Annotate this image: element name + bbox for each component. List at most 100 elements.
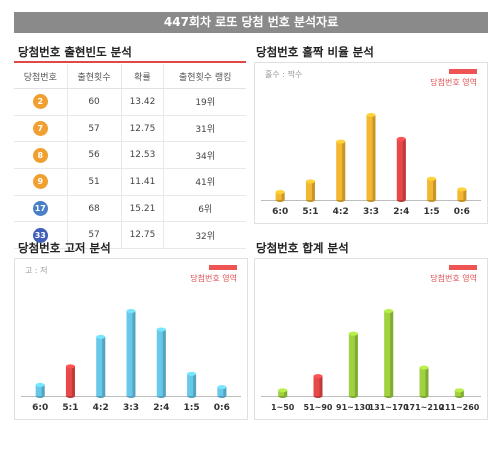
bar-shade [162, 329, 166, 396]
sum-chart-panel: 1~50 51~90 91~130 131~170 171~210 211~260 당첨번… [254, 258, 488, 420]
bar [275, 190, 285, 202]
count-cell: 57 [67, 115, 122, 143]
bar-shade [390, 311, 394, 396]
bar [217, 385, 227, 398]
bar-body [384, 311, 394, 396]
bar [454, 388, 464, 398]
rank-cell: 41위 [163, 168, 246, 196]
x-tick-label: 51~90 [304, 403, 333, 412]
bar [336, 139, 346, 202]
x-tick-label: 91~130 [336, 403, 371, 412]
bar-top [454, 388, 464, 393]
freq-title-rule [14, 61, 246, 63]
prob-cell: 15.21 [121, 195, 165, 223]
bar-shade [132, 311, 136, 396]
col-header-number: 당첨번호 [14, 64, 68, 89]
col-header-count: 출현횟수 [67, 64, 122, 89]
bar-body [275, 192, 285, 200]
bar-shade [193, 373, 197, 396]
number-cell: 17 [14, 195, 68, 223]
rank-cell: 6위 [163, 195, 246, 223]
bar [187, 371, 197, 398]
bar [457, 187, 467, 202]
bar-top [366, 113, 376, 117]
highlow-legend: 당첨번호 영역 [190, 265, 237, 284]
bar-body [96, 336, 106, 396]
bar [35, 382, 45, 398]
rank-cell: 32위 [163, 221, 246, 250]
highlow-bar-chart: 6:0 5:1 4:2 3:3 2:4 1:5 0:6 [21, 309, 241, 413]
bar [126, 309, 136, 398]
bar-shade [311, 181, 315, 200]
x-tick-label: 5:1 [62, 403, 78, 413]
x-tick-label: 2:4 [153, 403, 169, 413]
sum-section-title: 당첨번호 합계 분석 [256, 241, 349, 255]
count-cell: 68 [67, 195, 122, 223]
x-tick-label: 2:4 [393, 207, 409, 217]
bar [427, 176, 437, 202]
bar [419, 365, 429, 398]
oddeven-chart-panel: 6:0 5:1 4:2 3:3 2:4 1:5 0:6 홀수 : 짝수 당첨번호 영역 [254, 62, 488, 224]
bar-top [336, 139, 346, 144]
oddeven-legend: 당첨번호 영역 [430, 69, 477, 88]
bar-top [187, 371, 197, 376]
sum-legend: 당첨번호 영역 [430, 265, 477, 284]
bar-body [396, 138, 406, 200]
count-cell: 60 [67, 88, 122, 116]
oddeven-section-title: 당첨번호 홀짝 비율 분석 [256, 45, 374, 59]
highlow-section-title: 당첨번호 고저 분석 [18, 241, 111, 255]
number-cell: 9 [14, 168, 68, 196]
number-ball: 33 [32, 227, 48, 243]
freq-row: 17 68 15.21 6위 [14, 195, 246, 223]
highlow-chart-panel: 6:0 5:1 4:2 3:3 2:4 1:5 0:6 고 : 저 당첨번호 영역 [14, 258, 248, 420]
bar-shade [463, 189, 467, 200]
bar-shade [402, 138, 406, 200]
bar-shade [372, 115, 376, 200]
bar-shade [319, 376, 323, 396]
number-ball: 2 [32, 94, 48, 110]
bar-body [278, 390, 288, 396]
legend-label: 당첨번호 영역 [190, 274, 237, 283]
bar [305, 179, 315, 202]
number-ball: 17 [32, 201, 48, 217]
bar-body [65, 366, 75, 396]
bar-shade [281, 192, 285, 200]
freq-row: 9 51 11.41 41위 [14, 168, 246, 196]
bar-body [419, 367, 429, 396]
bar-shade [460, 390, 464, 396]
bar [396, 136, 406, 202]
number-ball: 8 [32, 147, 48, 163]
bar-body [457, 189, 467, 200]
bar-top [217, 385, 227, 390]
bar-body [156, 329, 166, 396]
freq-table: 당첨번호 출현횟수 확률 출현횟수 랭킹 2 60 13.42 19위 7 57 12.75… [14, 64, 246, 250]
x-tick-label: 3:3 [363, 207, 379, 217]
prob-cell: 12.75 [121, 221, 165, 250]
bar-top [427, 176, 437, 181]
bar-body [336, 141, 346, 200]
bar [384, 309, 394, 398]
bar-body [305, 181, 315, 200]
x-tick-label: 131~170 [369, 403, 410, 412]
bar-top [96, 334, 106, 339]
bar [96, 334, 106, 398]
legend-label: 당첨번호 영역 [430, 274, 477, 283]
bar-top [126, 309, 136, 313]
bar-top [65, 364, 75, 369]
col-header-rank: 출현횟수 랭킹 [163, 64, 246, 89]
bar-top [156, 327, 166, 332]
bar [348, 331, 358, 398]
highlow-axis-tag: 고 : 저 [25, 266, 48, 275]
number-cell: 7 [14, 115, 68, 143]
number-cell: 33 [14, 221, 68, 250]
bar-shade [71, 366, 75, 396]
bar-shade [41, 384, 45, 396]
x-tick-label: 1:5 [424, 207, 440, 217]
x-tick-label: 6:0 [32, 403, 48, 413]
bar-body [348, 333, 358, 396]
bar [366, 113, 376, 202]
bar [156, 327, 166, 398]
legend-swatch [449, 265, 477, 270]
bar-top [278, 388, 288, 393]
